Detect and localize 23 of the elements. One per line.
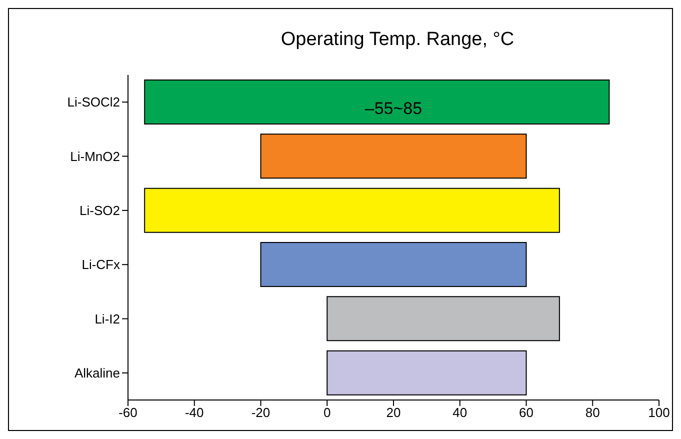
x-tick-label: 0 bbox=[324, 405, 331, 420]
bar bbox=[144, 80, 610, 124]
bar bbox=[326, 296, 560, 342]
x-tick-label: 80 bbox=[585, 405, 600, 420]
x-tick-label: 100 bbox=[648, 405, 670, 420]
x-tick-label: 40 bbox=[452, 405, 468, 420]
y-tick-label: Li-SOCl2 bbox=[67, 94, 120, 110]
y-tick-label: Li-MnO2 bbox=[70, 148, 120, 164]
bar bbox=[144, 188, 560, 233]
x-tick-label: -20 bbox=[251, 405, 270, 420]
chart-title: Operating Temp. Range, °C bbox=[280, 29, 516, 51]
bar bbox=[260, 134, 527, 179]
x-tick-label: -60 bbox=[118, 405, 138, 420]
y-tick-label: Li-SO2 bbox=[80, 203, 120, 218]
bar bbox=[260, 242, 527, 287]
bar bbox=[326, 350, 527, 396]
x-tick-label: -40 bbox=[184, 405, 204, 420]
y-tick-label: Li-I2 bbox=[94, 311, 120, 326]
x-tick-label: 60 bbox=[519, 405, 534, 420]
y-tick-label: Alkaline bbox=[74, 366, 120, 381]
y-tick-label: Li-CFx bbox=[82, 257, 120, 272]
x-tick-label: 20 bbox=[386, 405, 401, 420]
annotation: –55~85 bbox=[364, 99, 422, 118]
